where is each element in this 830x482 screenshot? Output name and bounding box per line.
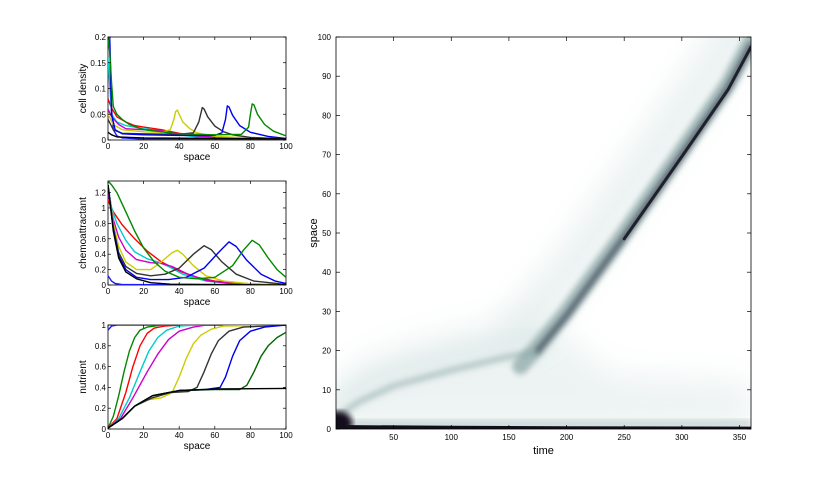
nutrient-xtick-2: 40 xyxy=(175,431,184,440)
nutrient-ytick-4: 0.8 xyxy=(95,342,107,351)
chemoattractant-ylabel: chemoattractant xyxy=(78,197,89,269)
cell-density-ytick-0: 0 xyxy=(102,136,107,145)
cell-density-series-6 xyxy=(108,37,286,140)
heatmap-ytick-4: 40 xyxy=(322,268,331,277)
nutrient-series-9 xyxy=(108,387,286,429)
chemoattractant-series-8 xyxy=(108,184,286,285)
heatmap-ytick-0: 0 xyxy=(327,425,332,434)
heatmap-ytick-5: 50 xyxy=(322,229,331,238)
cell-density-xlabel: space xyxy=(184,152,211,163)
heatmap-ytick-9: 90 xyxy=(322,72,331,81)
heatmap-xlabel: time xyxy=(533,445,554,457)
nutrient-xtick-5: 100 xyxy=(279,431,293,440)
heatmap-xtick-2: 150 xyxy=(502,433,516,442)
heatmap-xtick-4: 250 xyxy=(618,433,632,442)
nutrient-xtick-3: 60 xyxy=(210,431,219,440)
heatmap-diffuse-region xyxy=(336,313,751,429)
chemoattractant-ytick-4: 0.8 xyxy=(95,219,107,228)
cell-density-panel: 0 20 40 60 80 100 0 0.05 0.1 0.15 0.2 space cell den… xyxy=(78,33,293,163)
chemoattractant-xtick-4: 80 xyxy=(246,287,255,296)
nutrient-ytick-3: 0.6 xyxy=(95,363,107,372)
heatmap-initial-front xyxy=(336,349,541,421)
cell-density-xtick-0: 0 xyxy=(106,142,111,151)
cell-density-series-3 xyxy=(108,108,286,140)
heatmap-xtick-6: 350 xyxy=(733,433,747,442)
chemoattractant-ytick-3: 0.6 xyxy=(95,235,107,244)
chemoattractant-series-6 xyxy=(108,184,286,285)
nutrient-series-4 xyxy=(108,325,286,429)
cell-density-ytick-3: 0.15 xyxy=(90,59,106,68)
space-time-heatmap: 50 100 150 200 250 300 350 0 10 20 30 40 50 60 70 80 90 1… xyxy=(308,33,752,457)
nutrient-series-3 xyxy=(108,325,286,429)
chemoattractant-panel: 0 20 40 60 80 100 0 0.2 0.4 0.6 0.8 1 1.2 space chemoa… xyxy=(78,180,293,308)
heatmap-traveling-front xyxy=(622,45,751,241)
cell-density-xtick-2: 40 xyxy=(175,142,184,151)
heatmap-ytick-1: 10 xyxy=(322,386,331,395)
nutrient-ytick-2: 0.4 xyxy=(95,383,107,392)
cell-density-ytick-1: 0.05 xyxy=(90,110,106,119)
nutrient-xtick-1: 20 xyxy=(139,431,148,440)
chemoattractant-xtick-5: 100 xyxy=(279,287,293,296)
nutrient-ylabel: nutrient xyxy=(78,360,89,394)
chemoattractant-xtick-2: 40 xyxy=(175,287,184,296)
nutrient-series-2 xyxy=(108,325,286,429)
heatmap-xtick-5: 300 xyxy=(675,433,689,442)
heatmap-ytick-3: 30 xyxy=(322,307,331,316)
heatmap-origin-band xyxy=(336,425,751,429)
heatmap-ytick-10: 100 xyxy=(318,33,332,42)
chemoattractant-xtick-3: 60 xyxy=(210,287,219,296)
heatmap-ytick-7: 70 xyxy=(322,151,331,160)
chemoattractant-xtick-0: 0 xyxy=(106,287,111,296)
chemoattractant-ytick-6: 1.2 xyxy=(95,189,107,198)
chemoattractant-frame xyxy=(107,180,287,286)
cell-density-series-8 xyxy=(108,131,286,140)
chemoattractant-ytick-5: 1 xyxy=(102,204,107,213)
chemoattractant-xlabel: space xyxy=(184,297,211,308)
heatmap-ytick-6: 60 xyxy=(322,190,331,199)
cell-density-frame xyxy=(107,36,287,141)
cell-density-ylabel: cell density xyxy=(78,64,89,113)
nutrient-ytick-5: 1 xyxy=(102,321,107,330)
cell-density-ytick-2: 0.1 xyxy=(95,85,107,94)
chemoattractant-ytick-0: 0 xyxy=(102,281,107,290)
nutrient-ytick-1: 0.2 xyxy=(95,404,107,413)
cell-density-xtick-3: 60 xyxy=(210,142,219,151)
chemoattractant-ytick-1: 0.2 xyxy=(95,266,107,275)
heatmap-xtick-3: 200 xyxy=(560,433,574,442)
heatmap-xtick-1: 100 xyxy=(445,433,459,442)
nutrient-ytick-0: 0 xyxy=(102,425,107,434)
heatmap-ylabel: space xyxy=(308,218,320,247)
chemoattractant-ytick-2: 0.4 xyxy=(95,250,107,259)
nutrient-xtick-4: 80 xyxy=(246,431,255,440)
chemoattractant-xtick-1: 20 xyxy=(139,287,148,296)
heatmap-xtick-0: 50 xyxy=(389,433,398,442)
cell-density-xtick-5: 100 xyxy=(279,142,293,151)
cell-density-ytick-4: 0.2 xyxy=(95,33,107,42)
nutrient-panel: 0 20 40 60 80 100 0 0.2 0.4 0.6 0.8 1 space nutrient xyxy=(78,321,293,452)
nutrient-xtick-0: 0 xyxy=(106,431,111,440)
cell-density-xtick-1: 20 xyxy=(139,142,148,151)
chemoattractant-series-4 xyxy=(108,184,286,285)
heatmap-ytick-8: 80 xyxy=(322,111,331,120)
cell-density-xtick-4: 80 xyxy=(246,142,255,151)
chemoattractant-series-5 xyxy=(108,184,286,285)
heatmap-ytick-2: 20 xyxy=(322,347,331,356)
nutrient-series-0 xyxy=(108,325,286,331)
chemoattractant-series-7 xyxy=(108,181,286,280)
nutrient-series-1 xyxy=(108,325,286,429)
cell-density-series-7 xyxy=(108,37,286,137)
nutrient-xlabel: space xyxy=(184,441,211,452)
